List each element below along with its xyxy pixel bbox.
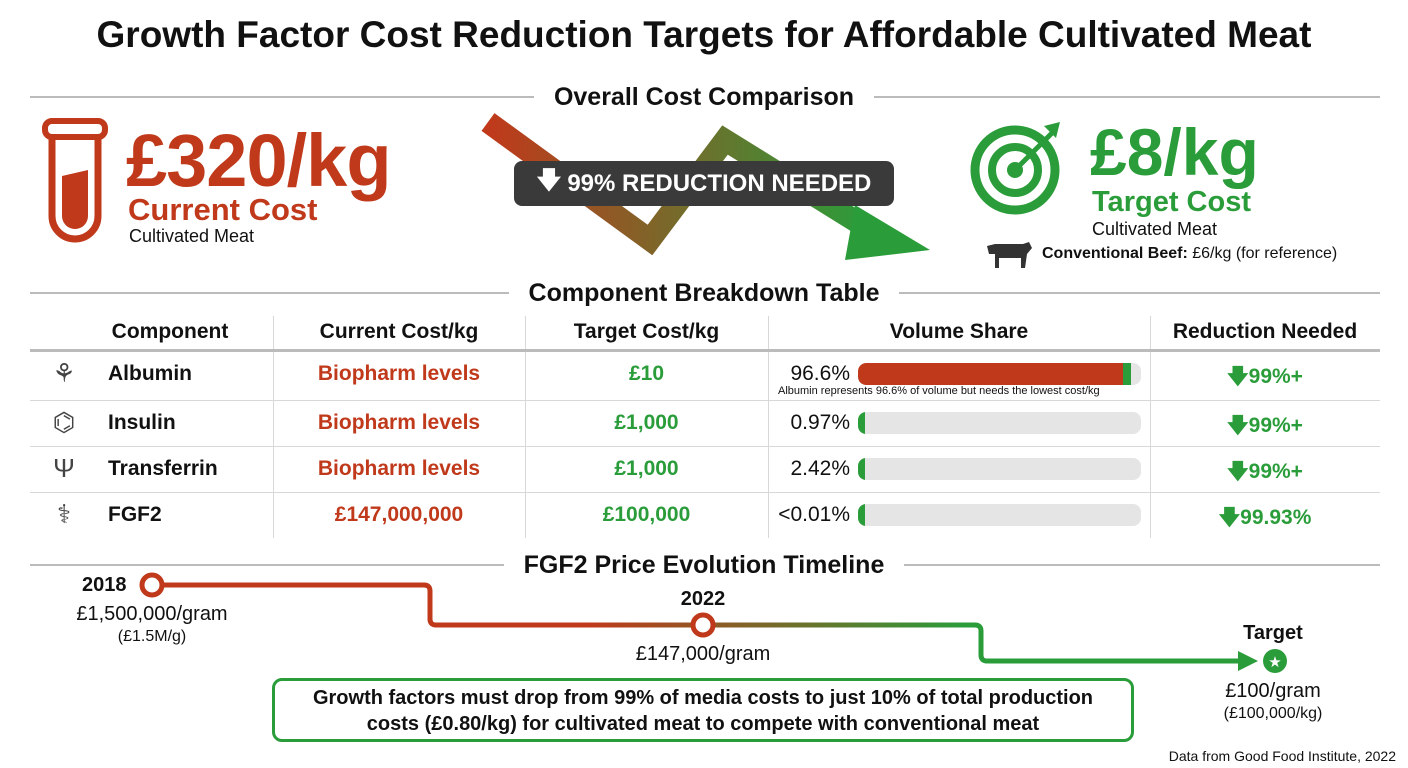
timeline-node-2018 — [139, 572, 165, 598]
reduction-badge: 🡇 99% REDUCTION NEEDED — [514, 161, 894, 206]
target-cost: £100,000 — [602, 503, 691, 526]
column-divider — [273, 316, 274, 538]
arrow-down-icon: 🡇 — [1227, 414, 1249, 437]
insulin-molecule-icon: ⌬ — [52, 407, 76, 437]
volume-share-bar — [858, 458, 1141, 480]
volume-share-fill — [858, 458, 866, 480]
column-header: Target Cost/kg — [573, 320, 720, 343]
arrow-down-icon: 🡇 — [1218, 506, 1241, 529]
target-price: £8/kg — [1090, 115, 1259, 189]
timeline-path: ★ — [139, 572, 1287, 673]
fgf2-protein-icon: ⚕ — [56, 499, 72, 529]
section-header-wrap: Component Breakdown Table — [0, 279, 1408, 308]
volume-note: Albumin represents 96.6% of volume but n… — [778, 385, 1100, 397]
reduction-needed: 🡇99%+ — [1150, 362, 1380, 397]
target-cost-label: Target Cost — [1092, 186, 1251, 218]
timeline-label-2018: 2018 — [82, 574, 127, 596]
current-cost: Biopharm levels — [317, 457, 481, 480]
column-divider — [525, 316, 526, 538]
reduction-value: 99.93% — [1240, 506, 1312, 529]
beef-reference: Conventional Beef: £6/kg (for reference) — [1042, 245, 1337, 263]
reduction-value: 99%+ — [1248, 414, 1303, 437]
section-heading-table: Component Breakdown Table — [508, 279, 900, 307]
column-header: Volume Share — [889, 320, 1029, 343]
target-cost-sub: Cultivated Meat — [1092, 219, 1218, 239]
beef-reference-value: £6/kg (for reference) — [1192, 245, 1338, 262]
source-note: Data from Good Food Institute, 2022 — [1168, 748, 1396, 764]
timeline-label-2022: 2022 — [680, 588, 726, 610]
albumin-molecule-icon: ⚘ — [52, 358, 76, 388]
arrow-down-icon: 🡇 — [1227, 460, 1249, 483]
reduction-value: 99%+ — [1248, 365, 1303, 388]
beef-reference-label: Conventional Beef: — [1042, 245, 1188, 262]
component-name: Albumin — [108, 362, 192, 385]
callout-line: Growth factors must drop from 99% of med… — [312, 687, 1094, 709]
volume-share-fill — [858, 504, 866, 526]
timeline-price-2022: £147,000/gram — [635, 643, 771, 665]
column-header: Reduction Needed — [1172, 320, 1358, 343]
arrow-down-icon: 🡇 — [1227, 365, 1249, 388]
star-icon: ★ — [1268, 654, 1281, 671]
column-header: Current Cost/kg — [319, 320, 479, 343]
row-divider — [30, 446, 1380, 447]
volume-share-fill — [858, 363, 1132, 385]
target-cost: £1,000 — [614, 457, 679, 480]
reduction-needed: 🡇99.93% — [1150, 503, 1380, 538]
section-header-wrap: Overall Cost Comparison — [0, 83, 1408, 112]
column-divider — [768, 316, 769, 538]
current-cost: Biopharm levels — [317, 411, 481, 434]
component-name: Insulin — [108, 411, 176, 434]
timeline-node-target — [1263, 649, 1287, 673]
target-cost: £10 — [628, 362, 665, 385]
volume-share: 0.97% — [790, 411, 850, 434]
cow-icon — [987, 242, 1032, 268]
current-cost-sub: Cultivated Meat — [129, 226, 255, 246]
reduction-badge-text: 99% REDUCTION NEEDED — [567, 169, 872, 197]
page-title: Growth Factor Cost Reduction Targets for… — [96, 14, 1312, 55]
target-cost: £1,000 — [614, 411, 679, 434]
volume-share-fill — [858, 412, 866, 434]
reduction-value: 99%+ — [1248, 460, 1303, 483]
volume-share: 2.42% — [790, 457, 850, 480]
test-tube-icon — [42, 118, 108, 243]
arrow-down-icon: 🡇 — [536, 167, 562, 194]
row-divider — [30, 492, 1380, 493]
timeline-sub-target: (£100,000/kg) — [1223, 705, 1323, 722]
volume-share-bar — [858, 363, 1141, 385]
reduction-needed: 🡇99%+ — [1150, 411, 1380, 446]
section-heading-timeline: FGF2 Price Evolution Timeline — [503, 551, 905, 579]
volume-share: 96.6% — [790, 362, 850, 385]
volume-share-bar — [858, 412, 1141, 434]
volume-share-bar — [858, 504, 1141, 526]
component-name: Transferrin — [108, 457, 218, 480]
timeline-sub-2018: (£1.5M/g) — [117, 628, 187, 645]
transferrin-receptor-icon: Ψ — [53, 453, 75, 483]
current-cost-label: Current Cost — [128, 192, 318, 227]
timeline-price-2018: £1,500,000/gram — [76, 603, 228, 625]
column-header: Component — [111, 320, 229, 343]
timeline-label-target: Target — [1243, 622, 1303, 644]
target-icon — [970, 122, 1060, 215]
timeline-node-2022 — [690, 612, 716, 638]
current-price: £320/kg — [126, 119, 392, 202]
timeline-price-target: £100/gram — [1225, 680, 1321, 702]
component-name: FGF2 — [108, 503, 162, 526]
section-heading-overall: Overall Cost Comparison — [533, 83, 875, 111]
current-cost: £147,000,000 — [334, 503, 464, 526]
header-divider — [30, 349, 1380, 352]
callout-box: Growth factors must drop from 99% of med… — [272, 678, 1134, 742]
current-cost: Biopharm levels — [317, 362, 481, 385]
callout-line: costs (£0.80/kg) for cultivated meat to … — [366, 713, 1040, 735]
column-divider — [1150, 316, 1151, 538]
section-header-wrap: FGF2 Price Evolution Timeline — [0, 551, 1408, 580]
volume-share: <0.01% — [778, 503, 850, 526]
row-divider — [30, 400, 1380, 401]
reduction-needed: 🡇99%+ — [1150, 457, 1380, 492]
